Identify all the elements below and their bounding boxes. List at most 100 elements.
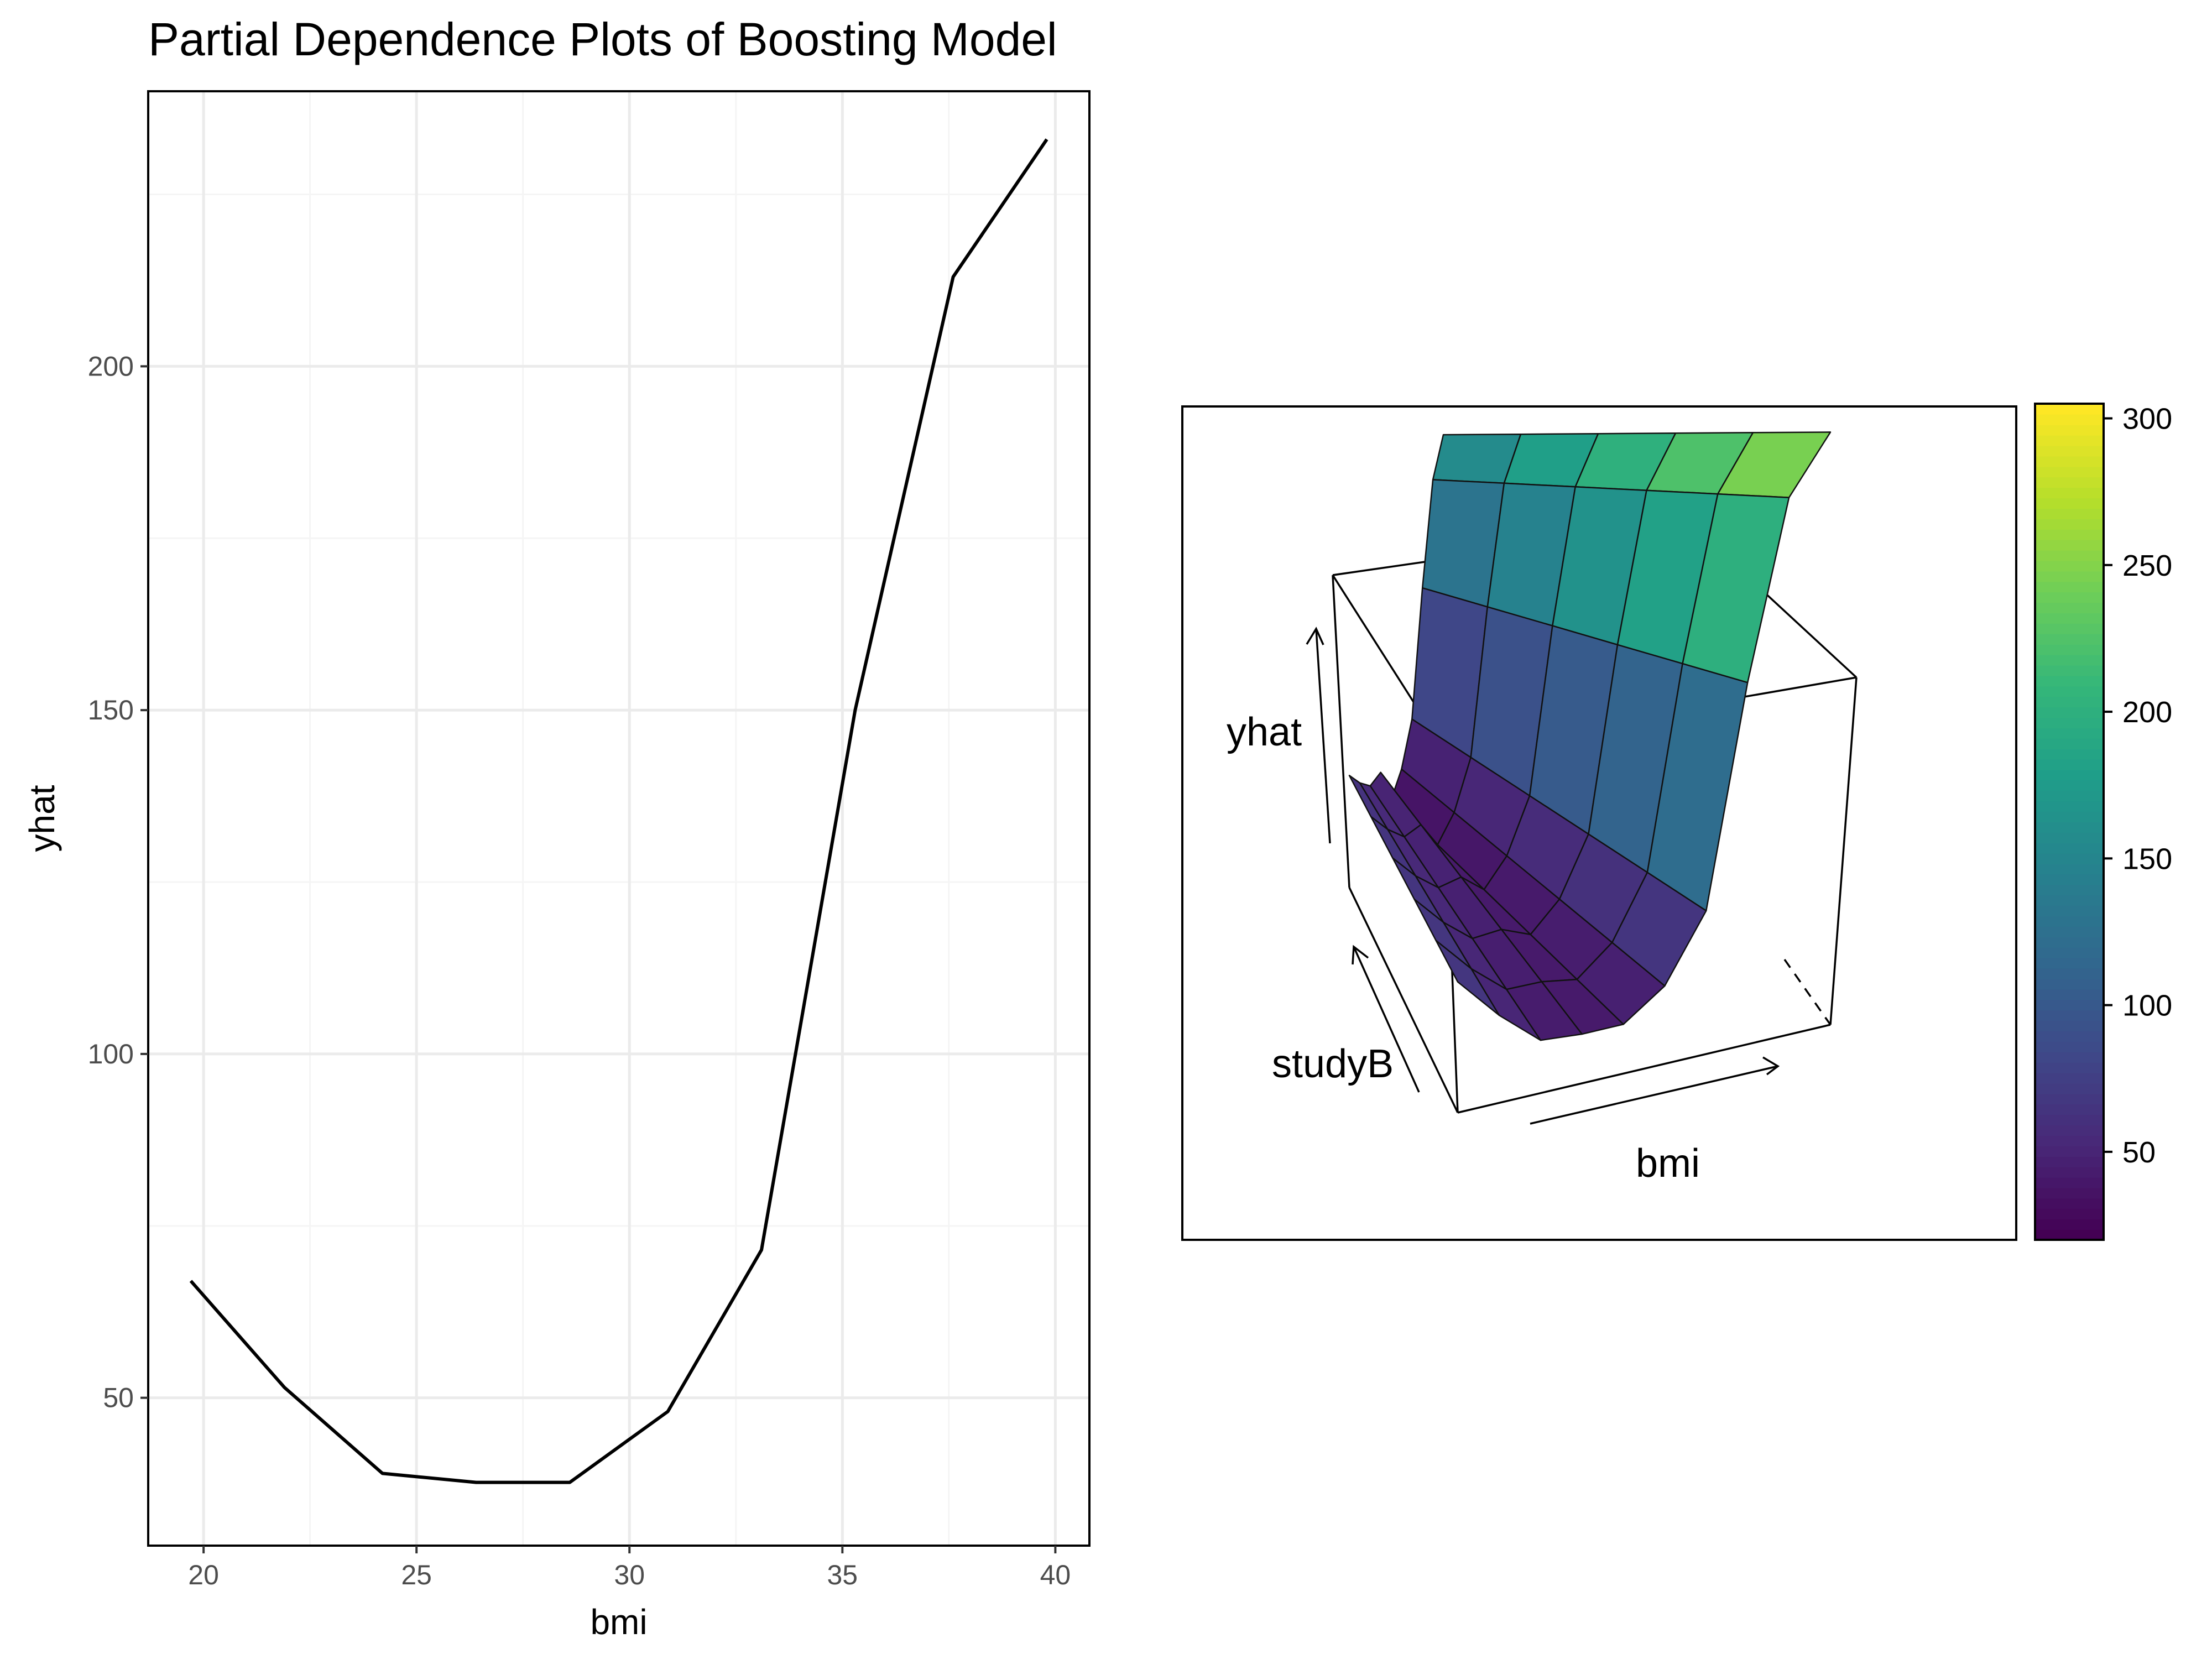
plot-border	[147, 90, 1091, 1547]
colorbar-swatch	[2035, 1010, 2104, 1021]
colorbar-swatch	[2035, 926, 2104, 937]
colorbar-tick-label: 200	[2122, 696, 2172, 729]
colorbar-swatch	[2035, 581, 2104, 593]
y-tick-label: 50	[103, 1383, 134, 1413]
colorbar-swatch	[2035, 571, 2104, 582]
colorbar-swatch	[2035, 978, 2104, 990]
surface-mesh	[1348, 431, 1832, 1041]
colorbar-swatch	[2035, 769, 2104, 781]
colorbar-swatch	[2035, 916, 2104, 927]
x-tick-label: 40	[1040, 1559, 1071, 1590]
colorbar-swatch	[2035, 801, 2104, 812]
surface-zlabel: yhat	[1227, 710, 1302, 754]
colorbar-swatch	[2035, 853, 2104, 864]
colorbar-swatch	[2035, 518, 2104, 530]
colorbar-swatch	[2035, 936, 2104, 948]
y-axis-ticks: 50 100 150 200	[88, 351, 148, 1413]
studyB-arrow-head	[1352, 945, 1369, 965]
colorbar-tick-label: 300	[2122, 403, 2172, 436]
colorbar-swatch	[2035, 633, 2104, 645]
x-tick-label: 30	[614, 1559, 645, 1590]
colorbar-swatch	[2035, 404, 2104, 415]
colorbar-swatch	[2035, 842, 2104, 854]
colorbar-swatch	[2035, 1041, 2104, 1052]
x-tick-label: 20	[188, 1559, 219, 1590]
colorbar-swatch	[2035, 1072, 2104, 1084]
colorbar-swatch	[2035, 445, 2104, 457]
bmi-arrow-head	[1762, 1056, 1780, 1076]
colorbar-swatch	[2035, 1020, 2104, 1031]
minor-gridlines	[148, 91, 1089, 1546]
x-tick-label: 35	[827, 1559, 858, 1590]
colorbar-swatch	[2035, 487, 2104, 499]
colorbar-swatch	[2035, 863, 2104, 875]
colorbar-swatch	[2035, 435, 2104, 446]
line-panel: 20 25 30 35 40 50 100 150 200 bmi yhat	[22, 90, 1091, 1642]
colorbar-swatch	[2035, 508, 2104, 519]
colorbar-swatch	[2035, 550, 2104, 561]
surface-facet	[1435, 940, 1500, 1016]
colorbar-swatch	[2035, 884, 2104, 896]
surface-ylabel: studyB	[1272, 1042, 1394, 1086]
colorbar-swatch	[2035, 560, 2104, 572]
colorbar-swatch	[2035, 539, 2104, 551]
colorbar-swatch	[2035, 1219, 2104, 1230]
colorbar-swatch	[2035, 727, 2104, 739]
colorbar-swatch	[2035, 1145, 2104, 1157]
x-axis-title: bmi	[590, 1602, 647, 1642]
colorbar-swatch	[2035, 665, 2104, 676]
colorbar-swatch	[2035, 1062, 2104, 1073]
colorbar-tick-label: 100	[2122, 989, 2172, 1022]
x-tick-label: 25	[401, 1559, 432, 1590]
colorbar-swatch	[2035, 1177, 2104, 1188]
yhat-axis-arrow	[1315, 628, 1331, 844]
yhat-arrow-head	[1306, 627, 1324, 645]
plot-background	[148, 91, 1089, 1546]
colorbar-swatch	[2035, 1114, 2104, 1126]
colorbar-swatch	[2035, 1083, 2104, 1094]
colorbar-swatch	[2035, 1187, 2104, 1199]
colorbar-swatch	[2035, 968, 2104, 979]
colorbar-swatch	[2035, 1135, 2104, 1146]
colorbar-border	[2034, 403, 2105, 1241]
colorbar-swatch	[2035, 1208, 2104, 1220]
bmi-axis-arrow	[1530, 1065, 1778, 1125]
colorbar-swatch	[2035, 1104, 2104, 1115]
colorbar-swatch	[2035, 999, 2104, 1011]
colorbar-swatch	[2035, 1229, 2104, 1240]
colorbar-swatch	[2035, 466, 2104, 478]
colorbar-swatch	[2035, 989, 2104, 1000]
colorbar-swatch	[2035, 717, 2104, 728]
colorbar-swatch	[2035, 686, 2104, 697]
x-axis-ticks: 20 25 30 35 40	[188, 1546, 1071, 1590]
surface-panel: yhat studyB bmi 50 100 150 200 250 300	[1181, 403, 2172, 1241]
colorbar-swatch	[2035, 1093, 2104, 1105]
colorbar-tick-label: 50	[2122, 1136, 2156, 1169]
colorbar-swatch	[2035, 675, 2104, 687]
colorbar-swatch	[2035, 623, 2104, 634]
colorbar-swatch	[2035, 602, 2104, 613]
colorbar-swatch	[2035, 707, 2104, 718]
colorbar-tick-label: 150	[2122, 842, 2172, 875]
axis-arrows	[1306, 627, 1780, 1125]
colorbar-swatch	[2035, 592, 2104, 603]
colorbar-swatch	[2035, 748, 2104, 760]
colorbar-swatch	[2035, 654, 2104, 666]
y-tick-label: 100	[88, 1039, 134, 1070]
surface-xlabel: bmi	[1636, 1141, 1700, 1186]
colorbar-swatch	[2035, 874, 2104, 885]
y-tick-label: 150	[88, 695, 134, 726]
colorbar-swatch	[2035, 498, 2104, 509]
figure-title: Partial Dependence Plots of Boosting Mod…	[148, 13, 1057, 65]
colorbar-swatch	[2035, 832, 2104, 843]
colorbar-swatch	[2035, 790, 2104, 802]
colorbar-swatch	[2035, 895, 2104, 906]
colorbar-swatch	[2035, 424, 2104, 436]
colorbar-swatch	[2035, 1125, 2104, 1136]
colorbar-swatch	[2035, 780, 2104, 791]
colorbar-tick-label: 250	[2122, 549, 2172, 582]
colorbar-swatch	[2035, 1166, 2104, 1178]
colorbar-swatch	[2035, 477, 2104, 488]
colorbar-swatch	[2035, 696, 2104, 708]
